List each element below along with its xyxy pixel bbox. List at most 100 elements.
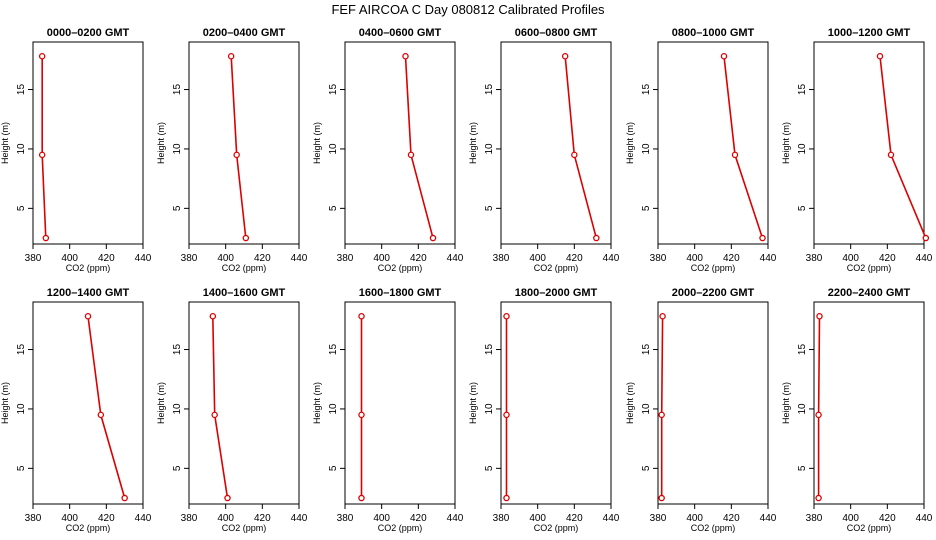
x-tick-label: 440 bbox=[135, 513, 152, 524]
data-point bbox=[121, 494, 128, 502]
x-axis-label: CO2 (ppm) bbox=[847, 523, 892, 533]
x-tick-label: 420 bbox=[410, 513, 427, 524]
x-tick-label: 420 bbox=[879, 513, 896, 524]
y-tick-label: 15 bbox=[797, 344, 808, 356]
panel-title: 0800–1000 GMT bbox=[672, 27, 755, 39]
y-tick-label: 15 bbox=[484, 84, 495, 96]
data-point bbox=[759, 234, 766, 242]
data-point bbox=[720, 53, 728, 60]
y-tick-label: 15 bbox=[797, 84, 808, 96]
y-axis-label: Height (m) bbox=[312, 122, 322, 164]
panel-1: 0000–0200 GMT 380 400 420 440 CO2 (ppm) 5 10 15 H… bbox=[0, 27, 152, 273]
y-tick-label: 10 bbox=[328, 143, 339, 155]
plot-frame bbox=[657, 41, 769, 245]
y-axis-label: Height (m) bbox=[312, 382, 322, 424]
panel-12: 2200–2400 GMT 380 400 420 440 CO2 (ppm) 5 10 15 H… bbox=[781, 287, 933, 533]
plot-frame bbox=[500, 301, 612, 505]
y-tick-label: 5 bbox=[328, 465, 339, 471]
x-tick-label: 420 bbox=[566, 253, 583, 264]
y-axis-label: Height (m) bbox=[781, 122, 791, 164]
y-tick-label: 5 bbox=[172, 205, 183, 211]
data-point bbox=[658, 494, 665, 502]
y-tick-label: 5 bbox=[641, 205, 652, 211]
x-tick-label: 400 bbox=[529, 513, 546, 524]
data-point bbox=[407, 151, 415, 159]
data-point bbox=[561, 53, 569, 60]
y-tick-label: 10 bbox=[797, 403, 808, 415]
x-tick-label: 420 bbox=[410, 253, 427, 264]
data-point bbox=[233, 151, 240, 159]
y-axis-label: Height (m) bbox=[625, 382, 635, 424]
x-axis-label: CO2 (ppm) bbox=[691, 263, 736, 273]
panel-title: 0600–0800 GMT bbox=[515, 27, 598, 39]
profile-line bbox=[212, 316, 229, 499]
profile-line bbox=[87, 316, 126, 499]
panel-title: 2000–2200 GMT bbox=[672, 287, 755, 299]
x-axis-label: CO2 (ppm) bbox=[66, 263, 111, 273]
x-tick-label: 420 bbox=[879, 253, 896, 264]
y-tick-label: 15 bbox=[641, 344, 652, 356]
plot-frame bbox=[500, 41, 612, 245]
panel-title: 1200–1400 GMT bbox=[47, 287, 130, 299]
x-tick-label: 440 bbox=[916, 513, 933, 524]
x-tick-label: 440 bbox=[447, 513, 464, 524]
data-point bbox=[593, 234, 600, 242]
y-tick-label: 5 bbox=[641, 465, 652, 471]
y-tick-label: 5 bbox=[16, 205, 27, 211]
x-tick-label: 420 bbox=[98, 513, 115, 524]
x-tick-label: 440 bbox=[135, 253, 152, 264]
panel-2: 0200–0400 GMT 380 400 420 440 CO2 (ppm) 5 10 15 H… bbox=[156, 27, 308, 273]
data-point bbox=[224, 494, 231, 502]
plot-frame bbox=[657, 301, 769, 505]
y-tick-label: 10 bbox=[641, 403, 652, 415]
plot-frame bbox=[344, 41, 456, 245]
y-tick-label: 15 bbox=[172, 84, 183, 96]
x-tick-label: 440 bbox=[447, 253, 464, 264]
y-axis-label: Height (m) bbox=[156, 122, 166, 164]
plot-frame bbox=[188, 301, 300, 505]
x-tick-label: 400 bbox=[217, 253, 234, 264]
x-tick-label: 380 bbox=[181, 513, 198, 524]
plot-frame bbox=[32, 301, 144, 505]
x-tick-label: 380 bbox=[650, 253, 667, 264]
panel-6: 1000–1200 GMT 380 400 420 440 CO2 (ppm) 5 10 15 H… bbox=[781, 27, 933, 273]
x-tick-label: 380 bbox=[25, 253, 42, 264]
data-point bbox=[402, 53, 409, 60]
data-point bbox=[84, 313, 92, 320]
x-axis-label: CO2 (ppm) bbox=[534, 263, 579, 273]
y-tick-label: 15 bbox=[641, 84, 652, 96]
x-tick-label: 400 bbox=[842, 513, 859, 524]
y-axis-label: Height (m) bbox=[156, 382, 166, 424]
x-tick-label: 400 bbox=[217, 513, 234, 524]
y-tick-label: 10 bbox=[484, 143, 495, 155]
panel-10: 1800–2000 GMT 380 400 420 440 CO2 (ppm) 5 10 15 H… bbox=[468, 287, 620, 533]
profile-line bbox=[404, 56, 434, 239]
x-tick-label: 380 bbox=[337, 513, 354, 524]
data-point bbox=[571, 151, 578, 159]
figure-title: FEF AIRCOA C Day 080812 Calibrated Profi… bbox=[331, 2, 605, 17]
data-point bbox=[503, 411, 510, 419]
panel-title: 0200–0400 GMT bbox=[203, 27, 286, 39]
panels-container: 0000–0200 GMT 380 400 420 440 CO2 (ppm) 5 10 15 H… bbox=[0, 27, 933, 533]
x-tick-label: 440 bbox=[603, 253, 620, 264]
x-tick-label: 440 bbox=[291, 513, 308, 524]
x-axis-label: CO2 (ppm) bbox=[378, 263, 423, 273]
x-tick-label: 380 bbox=[493, 513, 510, 524]
y-tick-label: 5 bbox=[16, 465, 27, 471]
panel-title: 1800–2000 GMT bbox=[515, 287, 598, 299]
panel-3: 0400–0600 GMT 380 400 420 440 CO2 (ppm) 5 10 15 H… bbox=[312, 27, 464, 273]
x-tick-label: 440 bbox=[916, 253, 933, 264]
data-point bbox=[38, 53, 46, 60]
panel-title: 1400–1600 GMT bbox=[203, 287, 286, 299]
data-point bbox=[209, 313, 217, 320]
data-point bbox=[887, 151, 895, 159]
y-axis-label: Height (m) bbox=[0, 122, 10, 164]
profile-line bbox=[723, 56, 764, 239]
x-axis-label: CO2 (ppm) bbox=[691, 523, 736, 533]
panel-title: 2200–2400 GMT bbox=[828, 287, 911, 299]
x-axis-label: CO2 (ppm) bbox=[847, 263, 892, 273]
y-tick-label: 5 bbox=[797, 205, 808, 211]
y-tick-label: 5 bbox=[484, 465, 495, 471]
y-tick-label: 10 bbox=[328, 403, 339, 415]
